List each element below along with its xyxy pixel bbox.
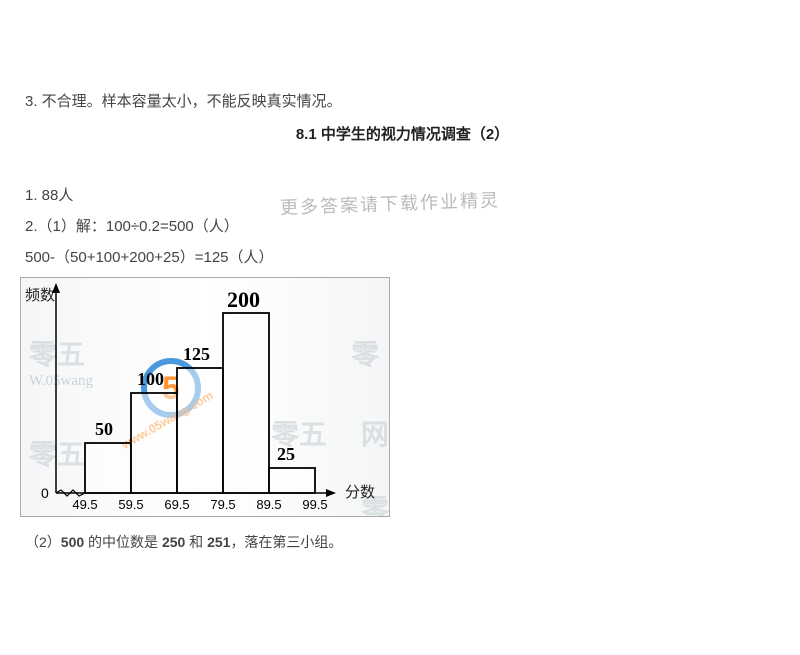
bar-value-label: 25 [277, 444, 295, 465]
histogram-chart: 零网零五零五零W.05wang零五 频数 分数 5 www.05wang.com… [20, 277, 390, 517]
bar-value-label: 50 [95, 419, 113, 440]
q2c-prefix: （2） [25, 534, 61, 550]
q2c-value-500: 500 [61, 534, 84, 550]
svg-text:79.5: 79.5 [210, 497, 235, 512]
q2c-mid2: 和 [185, 534, 207, 550]
q2c-mid1: 的中位数是 [84, 534, 162, 550]
svg-text:99.5: 99.5 [302, 497, 327, 512]
svg-text:59.5: 59.5 [118, 497, 143, 512]
svg-text:49.5: 49.5 [72, 497, 97, 512]
bar-value-label: 125 [183, 344, 210, 365]
bar-value-label: 200 [227, 287, 260, 313]
q2c-value-250: 250 [162, 534, 185, 550]
q2c-suffix: ，落在第三小组。 [230, 534, 342, 550]
section-title: 8.1 中学生的视力情况调查（2） [25, 123, 780, 144]
svg-text:89.5: 89.5 [256, 497, 281, 512]
bar-value-label: 100 [137, 369, 164, 390]
q2c-value-251: 251 [207, 534, 230, 550]
svg-text:69.5: 69.5 [164, 497, 189, 512]
question-3-text: 3. 不合理。样本容量太小，不能反映真实情况。 [25, 90, 780, 111]
histogram-svg: 0 49.5 59.5 69.5 79.5 89.5 99.5 [21, 278, 390, 517]
question-2-1a-text: 2.（1）解：100÷0.2=500（人） [25, 215, 780, 236]
svg-text:0: 0 [41, 485, 49, 501]
question-2-2-text: （2）500 的中位数是 250 和 251，落在第三小组。 [25, 532, 780, 552]
question-2-1b-text: 500-（50+100+200+25）=125（人） [25, 246, 780, 267]
